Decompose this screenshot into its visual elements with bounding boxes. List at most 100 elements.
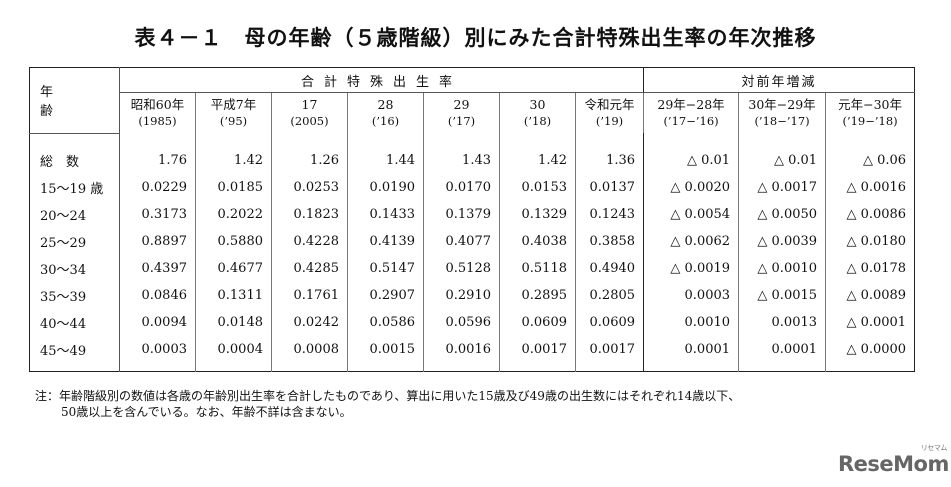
table-cell: 0.2022 <box>195 200 272 228</box>
table-cell: 0.2805 <box>574 281 644 309</box>
table-cell: 1.36 <box>574 133 644 174</box>
fertility-table-container: 年 齢 合計特殊出生率 対前年増減 昭和60年 (1985) 平成7年 (’95) 17… <box>29 67 916 372</box>
table-cell: 0.1243 <box>574 200 644 228</box>
table-cell: 0.5118 <box>499 254 576 282</box>
table-cell: 0.0185 <box>195 173 272 201</box>
table-row: 35～39 0.0846 0.1311 0.1761 0.2907 0.2910 0.289… <box>29 281 915 309</box>
table-cell: 0.1329 <box>499 200 576 228</box>
resemom-logo: ReseMom リセマム <box>838 444 949 476</box>
column-header-sub: (’19) <box>595 114 624 128</box>
column-header: 17 (2005) <box>271 92 348 133</box>
column-header-sub: (2005) <box>290 114 329 128</box>
table-cell: 0.2907 <box>347 281 424 309</box>
table-cell: 0.0170 <box>423 173 500 201</box>
table-cell: △ 0.0001 <box>825 308 915 336</box>
header-row-columns: 昭和60年 (1985) 平成7年 (’95) 17 (2005) 28 (’16) 29 (’1… <box>30 92 915 133</box>
table-row: 15～19 歳 0.0229 0.0185 0.0253 0.0190 0.0170 0.0… <box>29 173 915 201</box>
table-cell: 0.0001 <box>738 335 826 371</box>
column-header: 30年−29年 (’18−’17) <box>738 92 826 133</box>
table-row: 45～49 0.0003 0.0004 0.0008 0.0015 0.0016 0.001… <box>29 335 915 371</box>
header-row-group: 年 齢 合計特殊出生率 対前年増減 <box>29 67 915 134</box>
column-header: 29 (’17) <box>423 92 500 133</box>
table-cell: △ 0.0019 <box>643 254 739 282</box>
table-cell: 0.4677 <box>195 254 272 282</box>
table-cell: 0.5128 <box>423 254 500 282</box>
row-label: 15～19 歳 <box>29 173 120 201</box>
table-cell: 0.1311 <box>195 281 272 309</box>
table-cell: 0.4038 <box>499 227 576 255</box>
column-header: 29年−28年 (’17−’16) <box>643 92 739 133</box>
footnote-line-1: 注：年齢階級別の数値は各歳の年齢別出生率を合計したものであり、算出に用いた15歳… <box>35 389 741 403</box>
table-cell: 0.0609 <box>574 308 644 336</box>
table-cell: 0.0013 <box>738 308 826 336</box>
table-cell: 0.1433 <box>347 200 424 228</box>
table-cell: 0.0017 <box>499 335 576 371</box>
column-header-label: 令和元年 <box>584 97 635 112</box>
column-header-label: 29 <box>453 97 470 112</box>
table-cell: 1.43 <box>423 133 500 174</box>
column-header-sub: (’18) <box>523 114 552 128</box>
table-cell: △ 0.0016 <box>825 173 915 201</box>
fertility-rate-table: 年 齢 合計特殊出生率 対前年増減 昭和60年 (1985) 平成7年 (’95) 17… <box>29 67 916 372</box>
column-header-label: 平成7年 <box>210 97 257 112</box>
table-cell: 0.4397 <box>119 254 196 282</box>
table-cell: 0.5880 <box>195 227 272 255</box>
row-label: 40～44 <box>29 308 120 336</box>
table-cell: 0.1761 <box>271 281 348 309</box>
table-cell: 0.0003 <box>643 281 739 309</box>
table-cell: △ 0.0015 <box>738 281 826 309</box>
table-cell: 0.0001 <box>643 335 739 371</box>
table-cell: 0.4940 <box>574 254 644 282</box>
column-header-sub: (’17−’16) <box>663 114 719 128</box>
table-cell: 0.1823 <box>271 200 348 228</box>
table-cell: △ 0.0050 <box>738 200 826 228</box>
table-cell: 0.4228 <box>271 227 348 255</box>
table-cell: 0.0190 <box>347 173 424 201</box>
row-label: 45～49 <box>29 335 120 371</box>
table-cell: △ 0.0039 <box>738 227 826 255</box>
column-header-label: 28 <box>377 97 394 112</box>
row-label: 30～34 <box>29 254 120 282</box>
table-cell: 0.0596 <box>423 308 500 336</box>
column-header-sub: (’17) <box>447 114 476 128</box>
table-cell: 1.42 <box>499 133 576 174</box>
table-cell: 0.0153 <box>499 173 576 201</box>
table-body: 総 数 1.76 1.42 1.26 1.44 1.43 1.42 1.36 △ 0.01 △ 0… <box>29 133 915 371</box>
column-header-label: 30 <box>529 97 546 112</box>
column-header-sub: (’19−’18) <box>842 114 898 128</box>
table-cell: 0.4077 <box>423 227 500 255</box>
table-cell: 0.0008 <box>271 335 348 371</box>
logo-kana: リセマム <box>920 444 948 452</box>
column-header-sub: (’18−’17) <box>754 114 810 128</box>
age-corner-header: 年 齢 <box>29 67 120 134</box>
row-label: 総 数 <box>29 133 120 174</box>
table-cell: 0.1379 <box>423 200 500 228</box>
table-cell: 0.4285 <box>271 254 348 282</box>
table-cell: 0.3858 <box>574 227 644 255</box>
table-cell: △ 0.0010 <box>738 254 826 282</box>
group-header-yoy-change: 対前年増減 <box>643 67 915 93</box>
group-header-total-fertility: 合計特殊出生率 <box>119 67 644 93</box>
table-cell: 0.0004 <box>195 335 272 371</box>
table-cell: 0.2910 <box>423 281 500 309</box>
table-cell: △ 0.0000 <box>825 335 915 371</box>
table-cell: 0.8897 <box>119 227 196 255</box>
table-cell: 1.26 <box>271 133 348 174</box>
table-cell: △ 0.0086 <box>825 200 915 228</box>
table-cell: △ 0.06 <box>825 133 915 174</box>
table-cell: 0.0148 <box>195 308 272 336</box>
table-row: 25～29 0.8897 0.5880 0.4228 0.4139 0.4077 0.403… <box>29 227 915 255</box>
table-cell: 1.42 <box>195 133 272 174</box>
table-cell: 1.44 <box>347 133 424 174</box>
column-header: 28 (’16) <box>347 92 424 133</box>
table-cell: 0.3173 <box>119 200 196 228</box>
table-row: 30～34 0.4397 0.4677 0.4285 0.5147 0.5128 0.511… <box>29 254 915 282</box>
row-label: 25～29 <box>29 227 120 255</box>
column-header: 昭和60年 (1985) <box>119 92 196 133</box>
column-header-label: 元年−30年 <box>838 97 902 112</box>
column-header-label: 30年−29年 <box>748 97 816 112</box>
table-cell: 1.76 <box>119 133 196 174</box>
row-label: 20～24 <box>29 200 120 228</box>
table-cell: △ 0.0089 <box>825 281 915 309</box>
table-cell: △ 0.0180 <box>825 227 915 255</box>
